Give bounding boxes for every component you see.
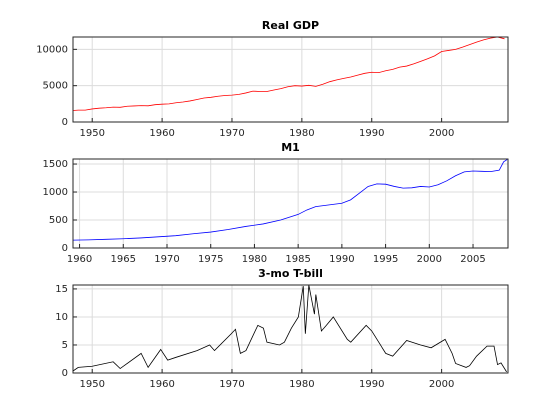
subplot-title: Real GDP bbox=[262, 19, 319, 32]
y-tick-label: 500 bbox=[49, 215, 68, 226]
plot-area bbox=[73, 159, 508, 241]
axes-box bbox=[72, 36, 509, 123]
x-tick-label: 1980 bbox=[242, 254, 267, 265]
y-tick-label: 1500 bbox=[43, 159, 68, 170]
x-tick-label: 1990 bbox=[359, 379, 384, 390]
x-tick-label: 1950 bbox=[79, 128, 104, 139]
plot-area bbox=[73, 37, 505, 111]
x-tick-label: 1965 bbox=[111, 254, 136, 265]
y-tick-label: 10000 bbox=[36, 44, 68, 55]
x-tick-label: 2005 bbox=[460, 254, 485, 265]
x-tick-label: 2000 bbox=[429, 128, 454, 139]
axes-box bbox=[72, 158, 509, 249]
subplot: Real GDP 1950 1960 1970 1980 1990 2000 0 5000 100… bbox=[36, 19, 509, 139]
x-tick-label: 1950 bbox=[79, 379, 104, 390]
data-line bbox=[73, 285, 507, 373]
subplot: M1 1960 1965 1970 1975 1980 1985 1990 1995 2000 20… bbox=[43, 141, 509, 265]
subplot-title: M1 bbox=[281, 141, 300, 154]
x-tick-label: 1960 bbox=[149, 379, 174, 390]
x-tick-label: 1970 bbox=[154, 254, 179, 265]
x-tick-label: 1970 bbox=[219, 379, 244, 390]
data-line bbox=[73, 159, 508, 241]
y-tick-label: 0 bbox=[62, 117, 68, 128]
x-tick-label: 1960 bbox=[67, 254, 92, 265]
y-tick-label: 15 bbox=[55, 284, 68, 295]
y-tick-label: 0 bbox=[62, 368, 68, 379]
x-tick-label: 1975 bbox=[198, 254, 223, 265]
x-tick-label: 1970 bbox=[219, 128, 244, 139]
subplot-title: 3-mo T-bill bbox=[258, 267, 323, 280]
x-tick-label: 1990 bbox=[329, 254, 354, 265]
y-tick-label: 0 bbox=[62, 243, 68, 254]
y-tick-label: 5 bbox=[62, 340, 68, 351]
x-tick-label: 1995 bbox=[373, 254, 398, 265]
subplot: 3-mo T-bill 1950 1960 1970 1980 1990 2000 0 5 10 1… bbox=[55, 267, 509, 390]
y-tick-label: 5000 bbox=[43, 81, 68, 92]
axes-box bbox=[72, 284, 509, 374]
x-tick-label: 1985 bbox=[285, 254, 310, 265]
data-line bbox=[73, 37, 505, 111]
x-tick-label: 1990 bbox=[359, 128, 384, 139]
x-tick-label: 2000 bbox=[417, 254, 442, 265]
x-tick-label: 2000 bbox=[429, 379, 454, 390]
x-tick-label: 1980 bbox=[289, 128, 314, 139]
x-tick-label: 1980 bbox=[289, 379, 314, 390]
plot-area bbox=[73, 285, 507, 373]
y-tick-label: 10 bbox=[55, 312, 68, 323]
y-tick-label: 1000 bbox=[43, 187, 68, 198]
x-tick-label: 1960 bbox=[149, 128, 174, 139]
